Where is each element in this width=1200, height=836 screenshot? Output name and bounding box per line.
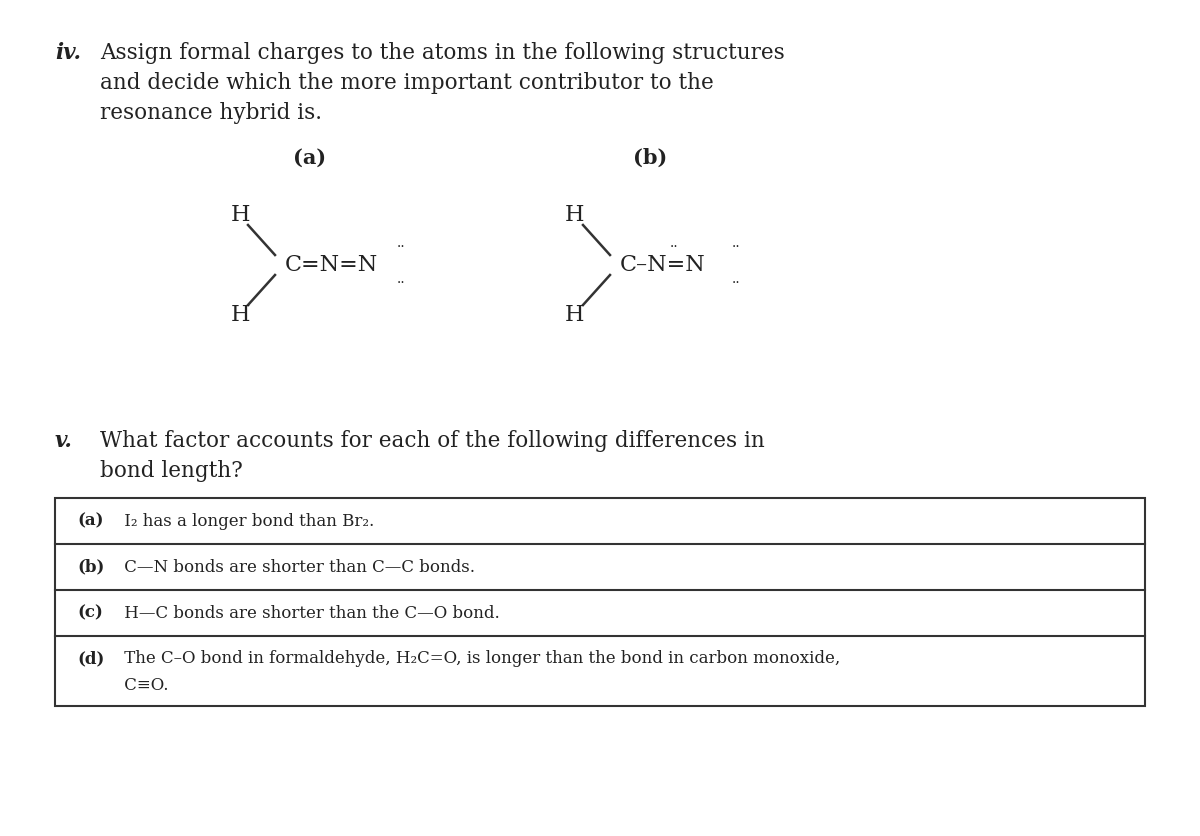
Text: ··: ··	[732, 240, 740, 254]
Text: H: H	[565, 204, 584, 226]
Text: H: H	[230, 204, 250, 226]
Text: H—C bonds are shorter than the C—O bond.: H—C bonds are shorter than the C—O bond.	[119, 604, 499, 621]
Text: (a): (a)	[77, 512, 103, 529]
Text: ··: ··	[732, 276, 740, 290]
Text: (c): (c)	[77, 604, 103, 621]
Text: Assign formal charges to the atoms in the following structures: Assign formal charges to the atoms in th…	[100, 42, 785, 64]
Text: What factor accounts for each of the following differences in: What factor accounts for each of the fol…	[100, 430, 764, 452]
Text: resonance hybrid is.: resonance hybrid is.	[100, 102, 322, 124]
Text: (b): (b)	[632, 148, 667, 168]
Text: H: H	[230, 304, 250, 326]
Text: H: H	[565, 304, 584, 326]
Text: C–N=N: C–N=N	[620, 254, 706, 276]
Text: The C–O bond in formaldehyde, H₂C=O, is longer than the bond in carbon monoxide,: The C–O bond in formaldehyde, H₂C=O, is …	[119, 650, 840, 667]
Text: and decide which the more important contributor to the: and decide which the more important cont…	[100, 72, 714, 94]
Text: C—N bonds are shorter than C—C bonds.: C—N bonds are shorter than C—C bonds.	[119, 558, 475, 575]
Text: bond length?: bond length?	[100, 460, 242, 482]
Text: v.: v.	[55, 430, 73, 452]
Text: ··: ··	[670, 240, 678, 254]
Text: ··: ··	[397, 240, 406, 254]
Bar	[55, 498, 1145, 706]
Text: I₂ has a longer bond than Br₂.: I₂ has a longer bond than Br₂.	[119, 512, 374, 529]
Text: (b): (b)	[77, 558, 104, 575]
Text: C≡O.: C≡O.	[119, 676, 168, 694]
Text: iv.: iv.	[55, 42, 82, 64]
Text: (d): (d)	[77, 650, 104, 667]
Text: C=N=N: C=N=N	[286, 254, 378, 276]
Text: ··: ··	[397, 276, 406, 290]
Text: (a): (a)	[294, 148, 326, 168]
